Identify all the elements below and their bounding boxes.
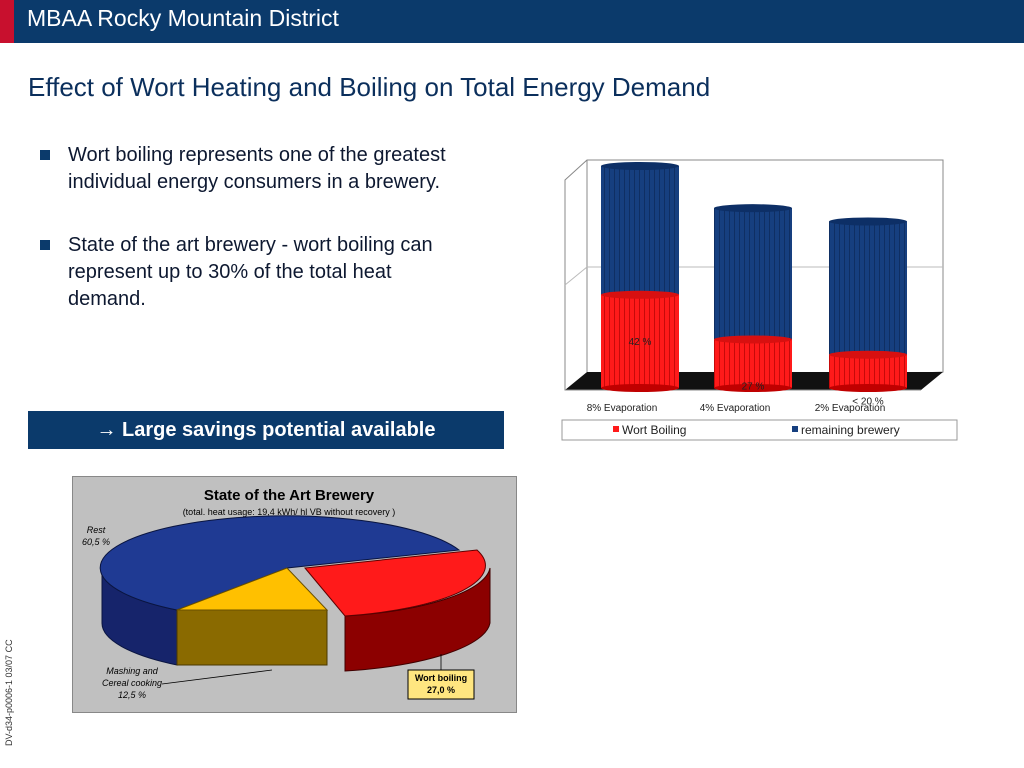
- pie-label-mashing-line1: Mashing and: [106, 666, 159, 676]
- pie-label-rest: Rest: [87, 525, 106, 535]
- pie-leader-mashing: [161, 669, 273, 685]
- bar-group: 27 %: [714, 204, 792, 392]
- pie-label-wort: Wort boiling: [415, 673, 467, 683]
- bullet-text: State of the art brewery - wort boiling …: [68, 234, 433, 310]
- bar-mid-cap: [714, 335, 792, 344]
- bullet-item: Wort boiling represents one of the great…: [40, 142, 460, 196]
- header-bar: [0, 0, 1024, 43]
- bar-data-label: 27 %: [742, 381, 765, 392]
- bar-segment-remaining: [829, 221, 907, 355]
- pie-value-mashing: 12,5 %: [118, 690, 146, 700]
- legend-box: [561, 419, 958, 441]
- x-tick-label: 8% Evaporation: [587, 403, 658, 414]
- legend-swatch-remaining: [792, 426, 798, 432]
- bar-top-cap: [601, 162, 679, 170]
- gridline-side: [564, 266, 588, 286]
- bullet-list: Wort boiling represents one of the great…: [40, 142, 460, 349]
- header-title: MBAA Rocky Mountain District: [27, 5, 339, 31]
- bar-base-cap: [714, 384, 792, 392]
- bullet-text: Wort boiling represents one of the great…: [68, 144, 446, 193]
- bar-top-cap: [714, 204, 792, 213]
- document-code: DV-d34-p0006-1 03/07 CC: [4, 639, 14, 746]
- bar-segment-remaining: [601, 166, 679, 295]
- bar-chart: 42 % 8% Evaporation 27 % 4% Evaporation < 20…: [561, 159, 958, 441]
- slide-title: Effect of Wort Heating and Boiling on To…: [28, 72, 711, 102]
- pie-value-wort: 27,0 %: [427, 685, 455, 695]
- bar-base-cap: [829, 384, 907, 392]
- pie-label-box-wort: [407, 669, 475, 700]
- bar-segment-remaining: [714, 208, 792, 340]
- bar-top-cap: [829, 217, 907, 226]
- legend-swatch-wort: [613, 426, 619, 432]
- bar-data-label: 42 %: [629, 337, 652, 348]
- bar-mid-cap: [601, 290, 679, 299]
- pie-subtitle: (total. heat usage: 19,4 kWh/ hl VB with…: [183, 507, 396, 517]
- bar-data-label: < 20 %: [852, 397, 884, 408]
- bar-group: < 20 %: [829, 217, 907, 408]
- legend-label-wort: Wort Boiling: [622, 423, 686, 437]
- pie-value-rest: 60,5 %: [82, 537, 110, 547]
- bar-mid-cap: [829, 350, 907, 359]
- header-accent: [0, 0, 14, 43]
- pie-slice-rest: [99, 515, 461, 611]
- pie-slice-side-mashing: [176, 609, 328, 666]
- legend-label-remaining: remaining brewery: [801, 423, 900, 437]
- bar-group: 42 %: [601, 162, 679, 392]
- pie-title: State of the Art Brewery: [204, 487, 375, 504]
- bar-segment-wort: [714, 339, 792, 388]
- pie-slice-mashing: [176, 567, 329, 611]
- x-tick-label: 4% Evaporation: [700, 403, 771, 414]
- pie-slice-wort: [304, 549, 486, 617]
- bullet-square-icon: [40, 240, 50, 250]
- bar-segment-wort: [829, 354, 907, 388]
- pie-label-mashing-line2: Cereal cooking: [102, 678, 162, 688]
- bar-segment-wort: [601, 294, 679, 388]
- pie-chart: State of the Art Brewery (total. heat usa…: [72, 476, 517, 713]
- x-tick-label: 2% Evaporation: [815, 403, 886, 414]
- bullet-square-icon: [40, 150, 50, 160]
- bar-base-cap: [601, 384, 679, 392]
- bullet-item: State of the art brewery - wort boiling …: [40, 232, 460, 313]
- savings-callout: → Large savings potential available: [28, 411, 504, 449]
